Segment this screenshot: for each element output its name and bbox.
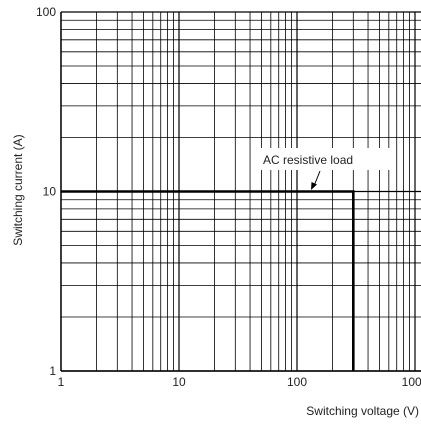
- x-tick-label: 1000: [402, 375, 421, 389]
- y-axis-title: Switching current (A): [11, 134, 25, 245]
- x-tick-label: 100: [287, 375, 307, 389]
- x-tick-label: 10: [172, 375, 186, 389]
- axis-labels: 1 10 100 1000 1 10 100: [36, 5, 421, 389]
- annotation-arrow-head: [311, 182, 317, 190]
- annotation-arrow-line: [313, 170, 321, 187]
- series-line-ac-resistive-load: [61, 190, 355, 371]
- x-tick-label: 1: [58, 375, 65, 389]
- annotation-background: [259, 148, 395, 170]
- y-tick-label: 1: [49, 364, 56, 378]
- annotation-layer: AC resistive load: [259, 148, 395, 190]
- series-layer: [61, 190, 355, 371]
- y-tick-label: 10: [43, 185, 57, 199]
- y-tick-label: 100: [36, 5, 56, 19]
- annotation-label: AC resistive load: [263, 153, 353, 167]
- x-axis-title: Switching voltage (V): [306, 404, 419, 418]
